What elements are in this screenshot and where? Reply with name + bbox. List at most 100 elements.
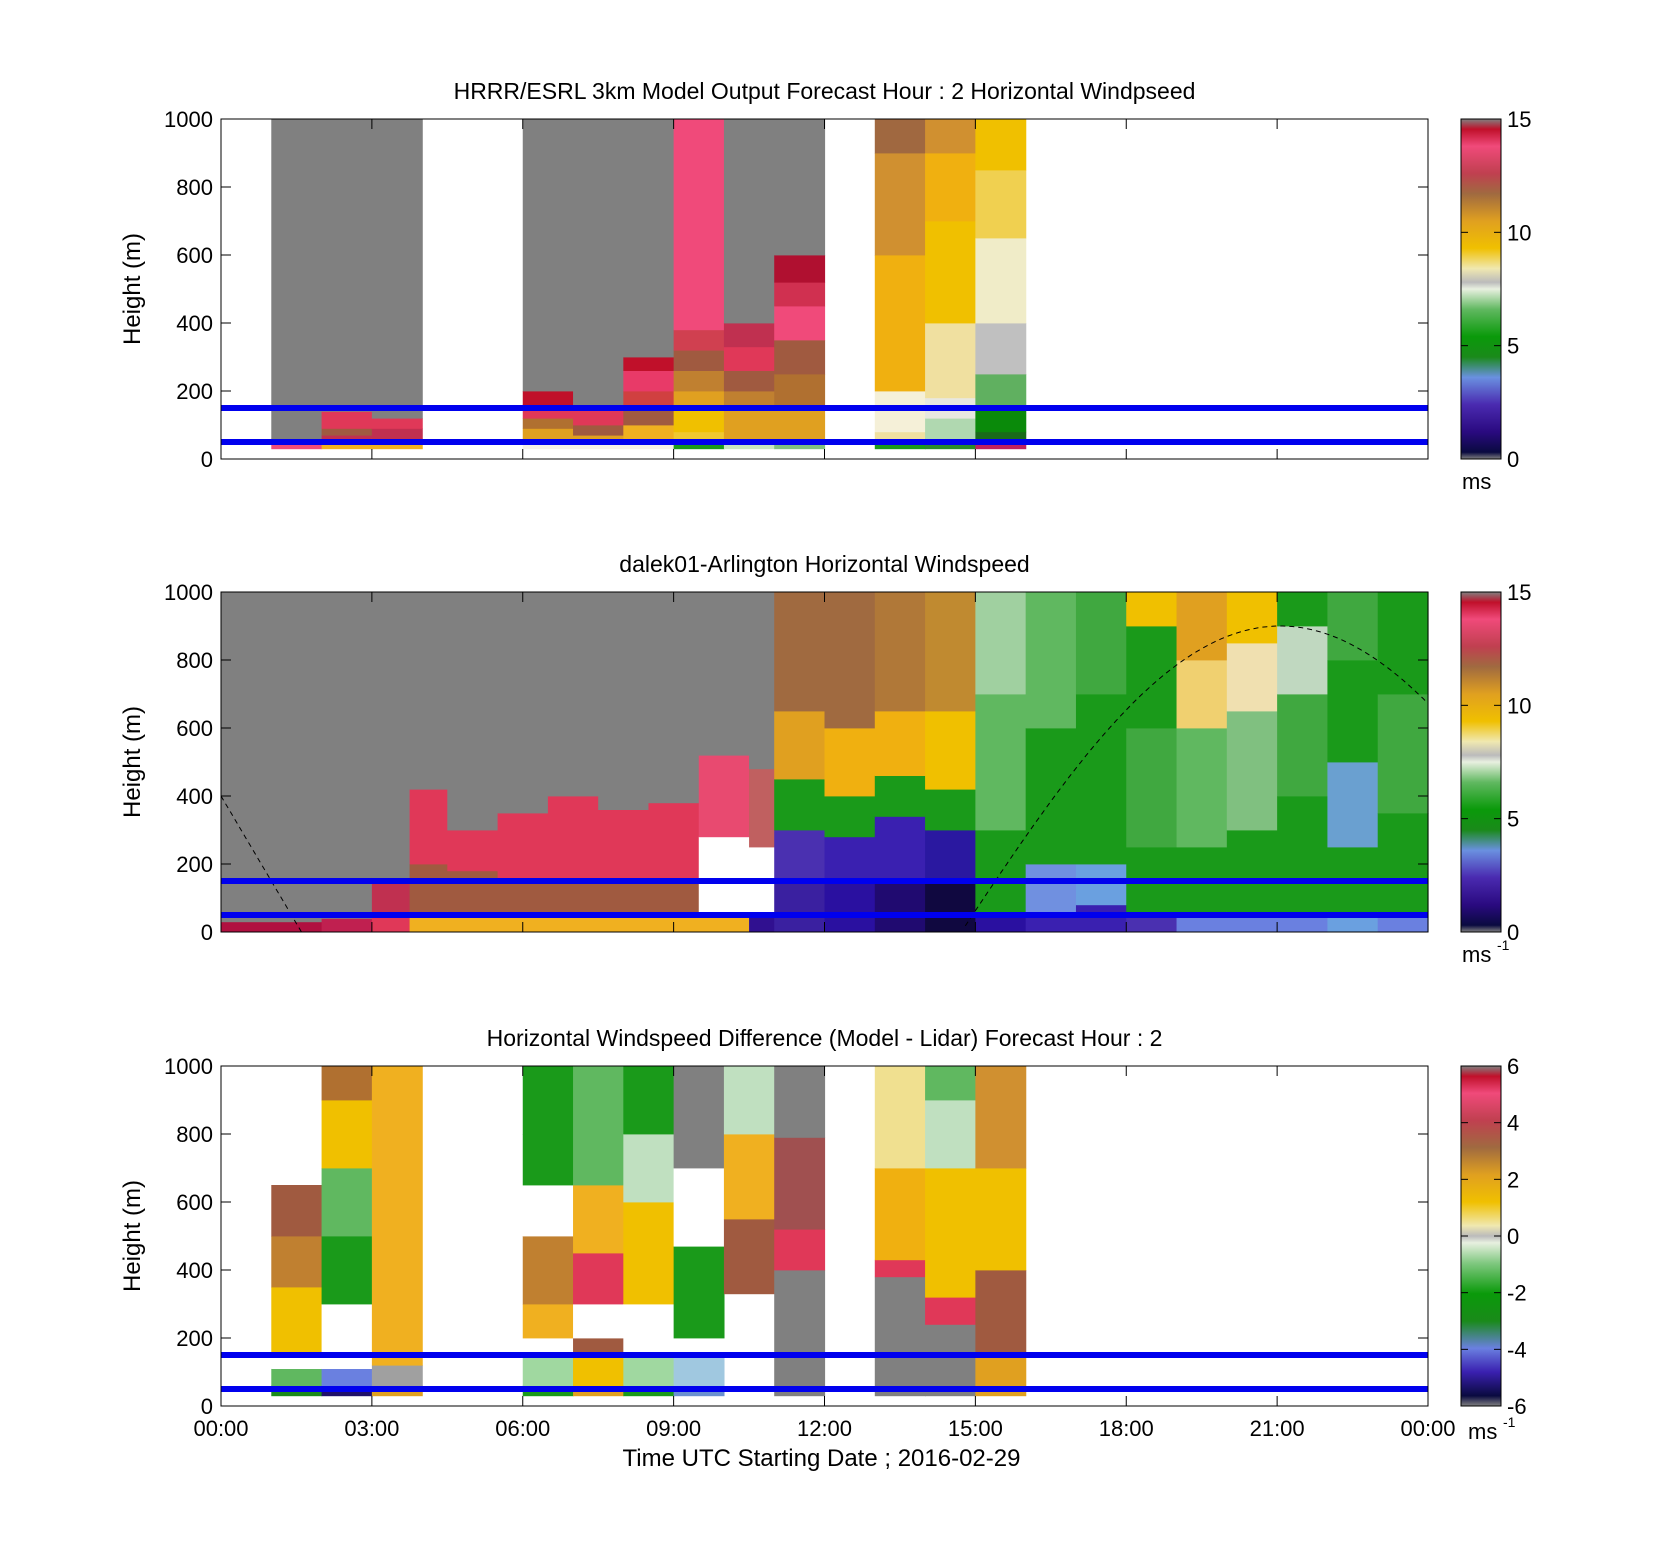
heatmap-cell — [673, 391, 725, 409]
colorbar — [1460, 118, 1502, 460]
heatmap-cell — [1075, 904, 1127, 933]
heatmap-cell — [321, 1368, 373, 1386]
colorbar-tick-label: -2 — [1507, 1281, 1527, 1306]
heatmap-cell — [824, 881, 876, 933]
heatmap-cell — [673, 1338, 725, 1356]
heatmap-cell — [271, 921, 323, 933]
heatmap-cell — [573, 425, 624, 436]
heatmap-cell — [623, 357, 675, 371]
heatmap-cell — [874, 711, 926, 776]
heatmap-cell — [271, 1236, 323, 1288]
heatmap-cell — [522, 428, 574, 439]
heatmap-cell — [1226, 592, 1278, 644]
heatmap-cell — [774, 119, 826, 256]
heatmap-cell — [874, 1066, 926, 1169]
y-tick-label: 0 — [201, 447, 213, 472]
heatmap-cell — [673, 350, 725, 371]
heatmap-cell — [925, 1066, 976, 1101]
heatmap-cell — [975, 694, 1027, 831]
x-tick-label: 00:00 — [193, 1416, 248, 1441]
heatmap-cell — [874, 592, 926, 712]
heatmap-cell — [925, 221, 976, 324]
x-tick-label: 09:00 — [646, 1416, 701, 1441]
heatmap-cell — [271, 592, 323, 923]
heatmap-cell — [975, 170, 1027, 239]
heatmap-cell — [975, 119, 1027, 171]
heatmap-cell — [447, 830, 499, 872]
colorbar-unit: ms — [1462, 942, 1491, 967]
y-tick-label: 1000 — [164, 1054, 213, 1079]
y-tick-label: 600 — [176, 243, 213, 268]
heatmap-cell — [774, 306, 826, 341]
heatmap-cell — [1126, 728, 1178, 848]
heatmap-cell — [874, 255, 926, 392]
heatmap-cell — [975, 592, 1027, 695]
heatmap-cell — [573, 1185, 624, 1254]
x-tick-label: 12:00 — [797, 1416, 852, 1441]
heatmap-cell — [723, 346, 775, 371]
heatmap-cell — [1377, 592, 1429, 695]
colorbar-tick-label: 15 — [1507, 107, 1531, 132]
heatmap-cell — [975, 830, 1027, 912]
x-tick-label: 21:00 — [1250, 1416, 1305, 1441]
y-tick-label: 200 — [176, 852, 213, 877]
heatmap-cell — [522, 391, 574, 405]
x-tick-label: 03:00 — [344, 1416, 399, 1441]
colorbar-unit-superscript: -1 — [1497, 937, 1510, 953]
heatmap-cell — [925, 323, 976, 399]
heatmap-cell — [774, 592, 826, 712]
colorbar-tick-label: 2 — [1507, 1167, 1519, 1192]
y-tick-label: 600 — [176, 1190, 213, 1215]
heatmap-cell — [371, 418, 423, 429]
heatmap-cell — [321, 1168, 373, 1237]
heatmap-cell — [522, 1304, 574, 1339]
heatmap-cell — [1176, 592, 1228, 661]
heatmap-cell — [1327, 660, 1379, 763]
x-tick-label: 15:00 — [948, 1416, 1003, 1441]
heatmap-cell — [321, 428, 373, 436]
heatmap-cell — [925, 119, 976, 154]
heatmap-cell — [321, 592, 373, 919]
heatmap-cell — [824, 592, 876, 729]
heatmap-cell — [1377, 694, 1429, 814]
heatmap-cell — [648, 592, 700, 804]
heatmap-cell — [623, 408, 675, 426]
heatmap-cell — [723, 1066, 775, 1135]
heatmap-cell — [925, 711, 976, 790]
heatmap-cell — [522, 1236, 574, 1305]
heatmap-cell — [975, 408, 1027, 433]
heatmap-cell — [1075, 864, 1127, 906]
heatmap-cell — [271, 1368, 323, 1386]
y-tick-label: 200 — [176, 1326, 213, 1351]
heatmap-cell — [371, 1066, 423, 1366]
heatmap-cell — [774, 830, 826, 882]
heatmap-cell — [723, 391, 775, 409]
y-tick-label: 400 — [176, 1258, 213, 1283]
colorbar-tick-label: 10 — [1507, 693, 1531, 718]
heatmap-cell — [698, 915, 750, 933]
heatmap-cell — [522, 1134, 574, 1186]
heatmap-cell — [774, 340, 826, 375]
heatmap-cell — [673, 1355, 725, 1386]
colorbar-tick-label: 5 — [1507, 334, 1519, 359]
heatmap-cell — [271, 119, 323, 439]
heatmap-cell — [497, 881, 549, 916]
heatmap-cell — [774, 1066, 826, 1138]
heatmap-cell — [623, 370, 675, 392]
heatmap-cell — [271, 1185, 323, 1237]
heatmap-cell — [1277, 694, 1329, 797]
heatmap-cell — [623, 1355, 675, 1386]
heatmap-cell — [774, 255, 826, 283]
heatmap-cell — [1327, 592, 1379, 661]
heatmap-cell — [648, 802, 700, 882]
x-axis-label: Time UTC Starting Date ; 2016-02-29 — [623, 1445, 1021, 1472]
y-tick-label: 800 — [176, 648, 213, 673]
heatmap-cell — [723, 119, 775, 324]
y-tick-label: 1000 — [164, 107, 213, 132]
x-tick-label: 06:00 — [495, 1416, 550, 1441]
heatmap-cell — [1226, 643, 1278, 712]
heatmap-cell — [573, 1253, 624, 1305]
heatmap-cell — [598, 809, 650, 882]
colorbar-tick-label: 0 — [1507, 920, 1519, 945]
heatmap-cell — [623, 1304, 675, 1356]
